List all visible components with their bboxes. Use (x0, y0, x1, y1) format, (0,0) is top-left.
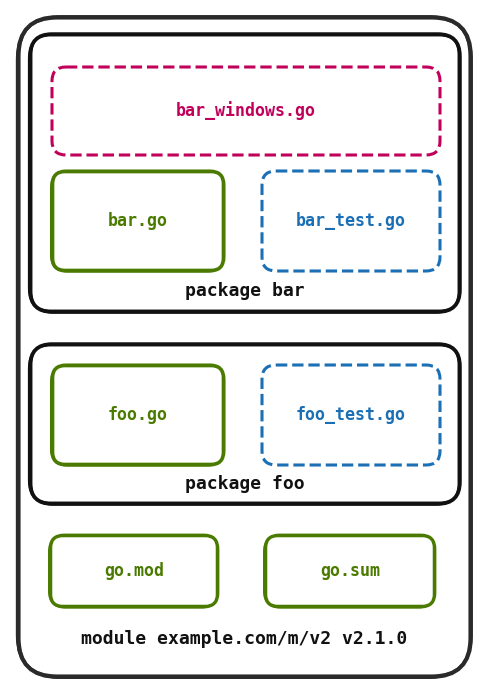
Text: foo_test.go: foo_test.go (295, 406, 405, 424)
Text: bar.go: bar.go (108, 212, 168, 230)
FancyBboxPatch shape (30, 344, 459, 504)
FancyBboxPatch shape (52, 171, 224, 271)
FancyBboxPatch shape (50, 535, 218, 607)
Text: bar_windows.go: bar_windows.go (176, 102, 315, 120)
Text: module example.com/m/v2 v2.1.0: module example.com/m/v2 v2.1.0 (81, 630, 407, 648)
Text: foo.go: foo.go (108, 406, 168, 424)
Text: package bar: package bar (184, 282, 304, 300)
FancyBboxPatch shape (52, 365, 224, 465)
FancyBboxPatch shape (262, 365, 439, 465)
Text: go.mod: go.mod (104, 562, 163, 580)
FancyBboxPatch shape (262, 171, 439, 271)
Text: bar_test.go: bar_test.go (295, 212, 405, 230)
FancyBboxPatch shape (264, 535, 434, 607)
FancyBboxPatch shape (52, 67, 439, 155)
FancyBboxPatch shape (30, 34, 459, 312)
Text: package foo: package foo (184, 475, 304, 493)
FancyBboxPatch shape (18, 17, 470, 677)
Text: go.sum: go.sum (319, 562, 379, 580)
